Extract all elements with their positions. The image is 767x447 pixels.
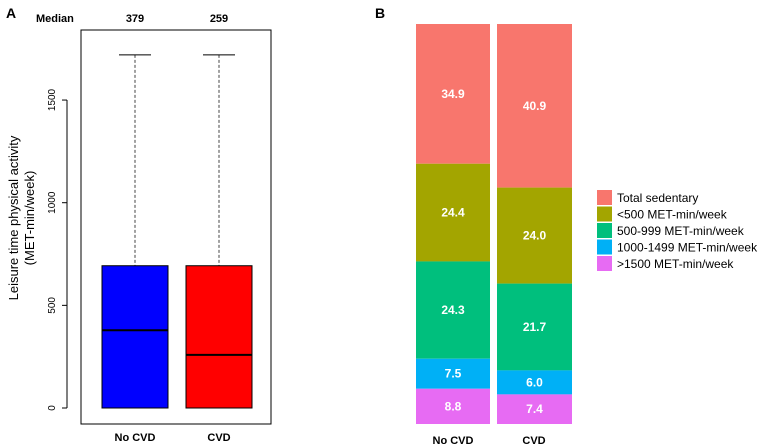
legend-label: 500-999 MET-min/week (617, 224, 745, 238)
y-tick-label: 1000 (47, 191, 58, 214)
panel-a-label: A (6, 5, 16, 21)
segment-label: 7.4 (526, 402, 543, 416)
x-label-no-cvd-a: No CVD (115, 432, 156, 444)
segment-no-cvd-4 (416, 388, 490, 424)
segment-cvd-0 (497, 24, 572, 188)
segment-label: 34.9 (441, 87, 465, 101)
legend-swatch (597, 206, 612, 222)
y-axis-a-title: Leisure time physical activity (MET-min/… (6, 135, 37, 300)
segment-label: 21.7 (523, 320, 547, 334)
segment-cvd-1 (497, 187, 572, 284)
x-label-no-cvd-b: No CVD (433, 435, 474, 447)
legend-swatch (597, 190, 612, 205)
legend-swatch (597, 256, 612, 271)
y-tick-label: 0 (47, 405, 58, 411)
legend: Total sedentary <500 MET-min/week 500-999 … (597, 190, 758, 271)
y-axis-title-line2: (MET-min/week) (22, 171, 37, 266)
segment-label: 24.4 (441, 206, 465, 220)
segment-no-cvd-1 (416, 163, 490, 262)
x-label-cvd-b: CVD (522, 435, 545, 447)
box-no-cvd (101, 265, 169, 409)
x-label-cvd-a: CVD (207, 432, 230, 444)
segment-cvd-2 (497, 283, 572, 371)
y-axis-a: 0 500 1000 1500 (47, 88, 68, 411)
legend-swatch (597, 223, 612, 238)
median-header: Median (36, 13, 74, 25)
segment-no-cvd-3 (416, 358, 490, 389)
segment-label: 40.9 (523, 99, 547, 113)
segment-label: 6.0 (526, 375, 543, 389)
legend-label: Total sedentary (617, 191, 698, 205)
boxplots (101, 54, 253, 409)
panel-b-label: B (375, 5, 385, 21)
segment-cvd-4 (497, 394, 572, 424)
y-tick-label: 1500 (47, 88, 58, 111)
segment-label: 24.0 (523, 229, 547, 243)
legend-swatch (597, 239, 612, 255)
median-value-no-cvd: 379 (126, 13, 144, 25)
y-tick-label: 500 (47, 297, 58, 314)
y-axis-title-line1: Leisure time physical activity (6, 135, 21, 300)
stacked-bars: 34.9 24.4 24.3 7.5 8.8 40.9 24.0 21.7 6.0 7.4 (416, 24, 572, 424)
median-value-cvd: 259 (210, 13, 228, 25)
legend-label: >1500 MET-min/week (617, 257, 734, 271)
legend-label: <500 MET-min/week (617, 208, 728, 222)
box-cvd (185, 265, 253, 409)
segment-label: 7.5 (445, 367, 462, 381)
segment-cvd-3 (497, 370, 572, 395)
segment-no-cvd-0 (416, 24, 490, 164)
segment-label: 24.3 (441, 303, 465, 317)
segment-label: 8.8 (445, 399, 462, 413)
plot-a-frame (80, 29, 272, 425)
legend-label: 1000-1499 MET-min/week (617, 241, 758, 255)
segment-no-cvd-2 (416, 261, 490, 359)
